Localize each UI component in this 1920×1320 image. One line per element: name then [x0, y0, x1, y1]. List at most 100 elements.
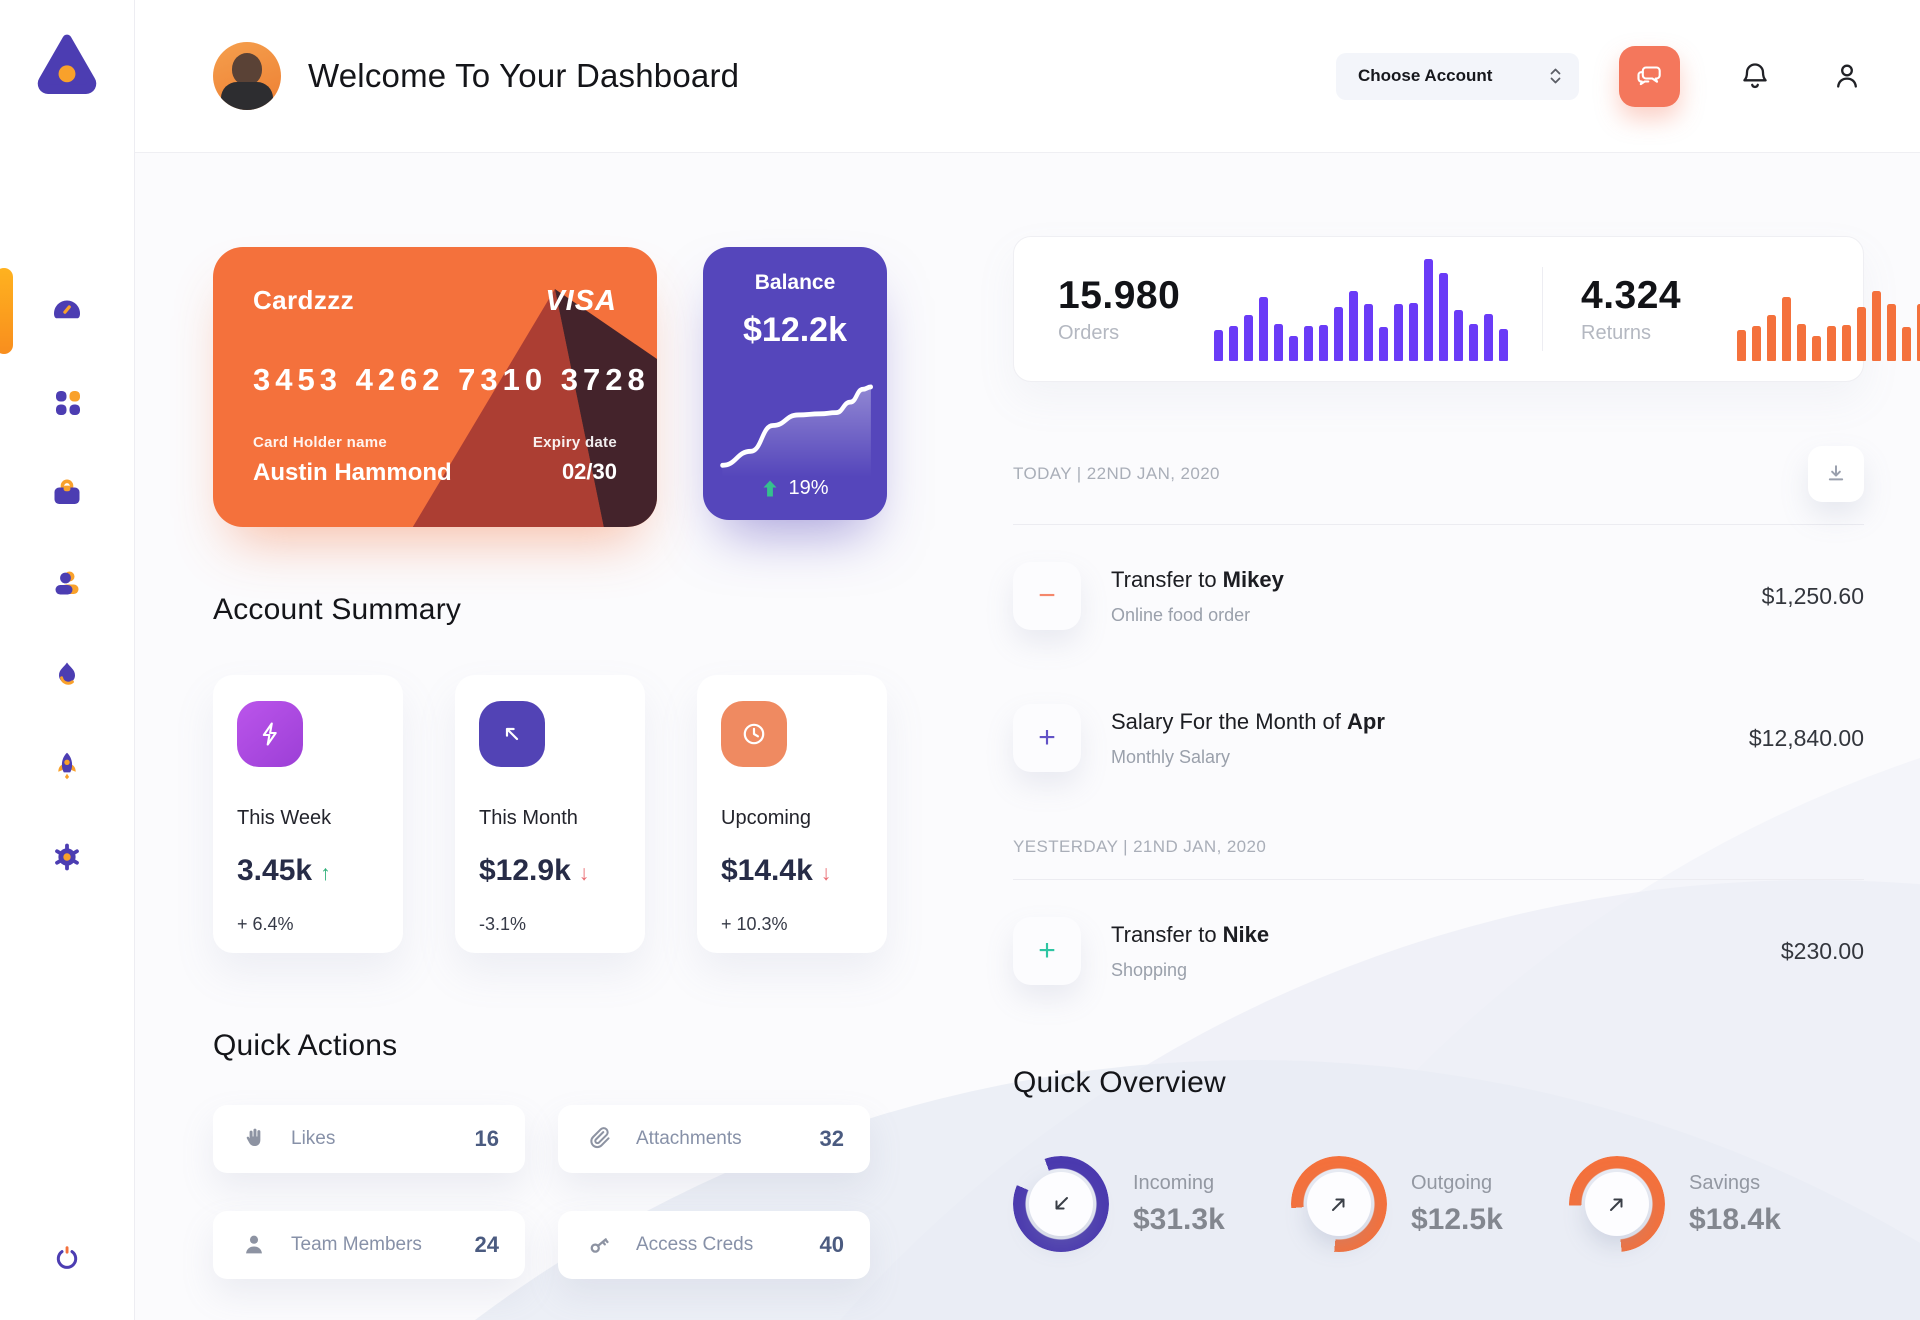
- transaction-title-bold: Nike: [1222, 921, 1270, 947]
- transaction-row[interactable]: + Salary For the Month of Apr Monthly Sa…: [1013, 667, 1864, 809]
- sidebar-item-settings[interactable]: [50, 840, 84, 874]
- summary-delta: -3.1%: [479, 914, 527, 934]
- incoming-donut-chart: [1013, 1156, 1109, 1252]
- quick-action-access-creds[interactable]: Access Creds 40: [558, 1211, 870, 1279]
- avatar[interactable]: [213, 42, 281, 110]
- summary-value: 3.45k: [237, 854, 313, 887]
- orders-value: 15.980: [1058, 273, 1181, 317]
- returns-bar-chart: [1737, 257, 1920, 361]
- transaction-subtitle: Shopping: [1111, 959, 1188, 980]
- profile-icon: [1837, 64, 1857, 88]
- quick-action-likes[interactable]: Likes 16: [213, 1105, 525, 1173]
- clock-icon: [743, 723, 765, 745]
- account-summary-title: Account Summary: [213, 593, 462, 626]
- summary-card-this-month[interactable]: This Month $12.9k ↓ -3.1%: [455, 675, 645, 953]
- transaction-title-bold: Mikey: [1222, 566, 1284, 592]
- divider: [1542, 267, 1543, 351]
- page-title: Welcome To Your Dashboard: [308, 57, 740, 94]
- orders-returns-card: 15.980 Orders 4.324 Returns: [1013, 236, 1920, 382]
- overview-incoming: Incoming $31.3k: [1013, 1156, 1291, 1252]
- visa-logo: VISA: [545, 285, 617, 317]
- member-icon: [246, 1235, 262, 1254]
- choose-account-label: Choose Account: [1358, 66, 1493, 85]
- hand-icon: [246, 1128, 261, 1147]
- sidebar-item-apps[interactable]: [50, 385, 84, 419]
- account-summary-cards: This Week 3.45k ↑ + 6.4% This Month $12.9…: [213, 675, 888, 953]
- transaction-title: Salary For the Month of: [1111, 708, 1347, 734]
- header-actions: Choose Account: [1336, 45, 1864, 107]
- summary-value: $14.4k: [721, 854, 813, 887]
- trend-down-icon: ↓: [578, 862, 590, 885]
- overview-label: Outgoing: [1411, 1171, 1493, 1194]
- app-logo-icon[interactable]: [34, 30, 100, 96]
- messages-button[interactable]: [1619, 45, 1680, 107]
- transaction-amount: $12,840.00: [1748, 724, 1864, 751]
- plus-icon: +: [1013, 917, 1081, 985]
- quick-action-value: 16: [474, 1126, 499, 1151]
- rocket-icon: [58, 752, 76, 780]
- content: Cardzzz VISA 3453 4262 7310 3728 Card Ho…: [135, 153, 1920, 1279]
- quick-action-label: Likes: [291, 1128, 336, 1149]
- sidebar-item-portfolio[interactable]: [50, 476, 84, 510]
- balance-card[interactable]: Balance $12.2k: [703, 247, 887, 520]
- card-number: 3453 4262 7310 3728: [253, 362, 650, 397]
- arrow-up-icon: [763, 480, 777, 496]
- speedometer-icon: [54, 300, 80, 319]
- sidebar-item-activity[interactable]: [50, 658, 84, 692]
- sidebar-item-logout[interactable]: [50, 1240, 84, 1274]
- download-button[interactable]: [1808, 446, 1864, 502]
- divider: [1013, 879, 1864, 880]
- balance-change: 19%: [788, 477, 829, 499]
- summary-card-this-week[interactable]: This Week 3.45k ↑ + 6.4%: [213, 675, 403, 953]
- transaction-title: Transfer to: [1111, 566, 1223, 592]
- quick-action-value: 32: [819, 1126, 844, 1151]
- sidebar-item-team[interactable]: [50, 567, 84, 601]
- left-column: Cardzzz VISA 3453 4262 7310 3728 Card Ho…: [213, 247, 888, 1279]
- summary-delta: + 10.3%: [721, 914, 788, 934]
- savings-donut-chart: [1569, 1156, 1665, 1252]
- card-holder-name: Austin Hammond: [253, 459, 452, 486]
- arrow-up-right-icon: [1332, 1198, 1345, 1211]
- transactions-date-yesterday: YESTERDAY | 21ND JAN, 2020: [1013, 837, 1267, 856]
- sidebar-item-launch[interactable]: [50, 749, 84, 783]
- transaction-amount: $230.00: [1780, 937, 1864, 964]
- transaction-row[interactable]: + Transfer to Nike Shopping $230.00: [1013, 880, 1864, 1022]
- right-column: 15.980 Orders 4.324 Returns TODAY | 22ND…: [1013, 236, 1920, 1279]
- transaction-title: Transfer to: [1111, 921, 1223, 947]
- summary-card-upcoming[interactable]: Upcoming $14.4k ↓ + 10.3%: [697, 675, 887, 953]
- sidebar-item-dashboard[interactable]: [50, 294, 84, 328]
- transaction-subtitle: Monthly Salary: [1111, 746, 1231, 767]
- profile-button[interactable]: [1830, 59, 1864, 93]
- gear-icon: [55, 843, 79, 871]
- balance-value: $12.2k: [743, 311, 847, 349]
- notifications-button[interactable]: [1738, 59, 1772, 93]
- plus-icon: +: [1013, 704, 1081, 772]
- choose-account-select[interactable]: Choose Account: [1336, 52, 1579, 100]
- orders-bar-chart: [1214, 257, 1508, 361]
- returns-label: Returns: [1581, 321, 1652, 344]
- chat-icon: [1636, 66, 1661, 86]
- transaction-subtitle: Online food order: [1111, 604, 1251, 625]
- card-expiry-label: Expiry date: [532, 434, 617, 451]
- header: Welcome To Your Dashboard Choose Account: [135, 0, 1920, 153]
- transaction-amount: $1,250.60: [1761, 582, 1864, 609]
- transaction-title-bold: Apr: [1347, 708, 1385, 734]
- quick-actions-title: Quick Actions: [213, 1029, 398, 1062]
- sidebar-nav: [50, 294, 84, 874]
- sidebar-active-indicator: [0, 268, 13, 354]
- overview-savings: Savings $18.4k: [1569, 1156, 1847, 1252]
- overview-label: Incoming: [1133, 1171, 1215, 1194]
- quick-action-label: Access Creds: [636, 1234, 754, 1255]
- returns-value: 4.324: [1581, 273, 1682, 317]
- summary-value: $12.9k: [479, 854, 571, 887]
- lightning-icon: [262, 722, 277, 746]
- quick-action-attachments[interactable]: Attachments 32: [558, 1105, 870, 1173]
- divider: [1013, 524, 1864, 525]
- bell-icon: [1743, 63, 1767, 89]
- credit-card[interactable]: Cardzzz VISA 3453 4262 7310 3728 Card Ho…: [213, 247, 657, 527]
- trend-up-icon: ↑: [320, 862, 331, 885]
- quick-action-team-members[interactable]: Team Members 24: [213, 1211, 525, 1279]
- transaction-row[interactable]: − Transfer to Mikey Online food order $1…: [1013, 525, 1864, 667]
- main-area: Welcome To Your Dashboard Choose Account: [135, 0, 1920, 1320]
- overview-value: $31.3k: [1133, 1202, 1225, 1236]
